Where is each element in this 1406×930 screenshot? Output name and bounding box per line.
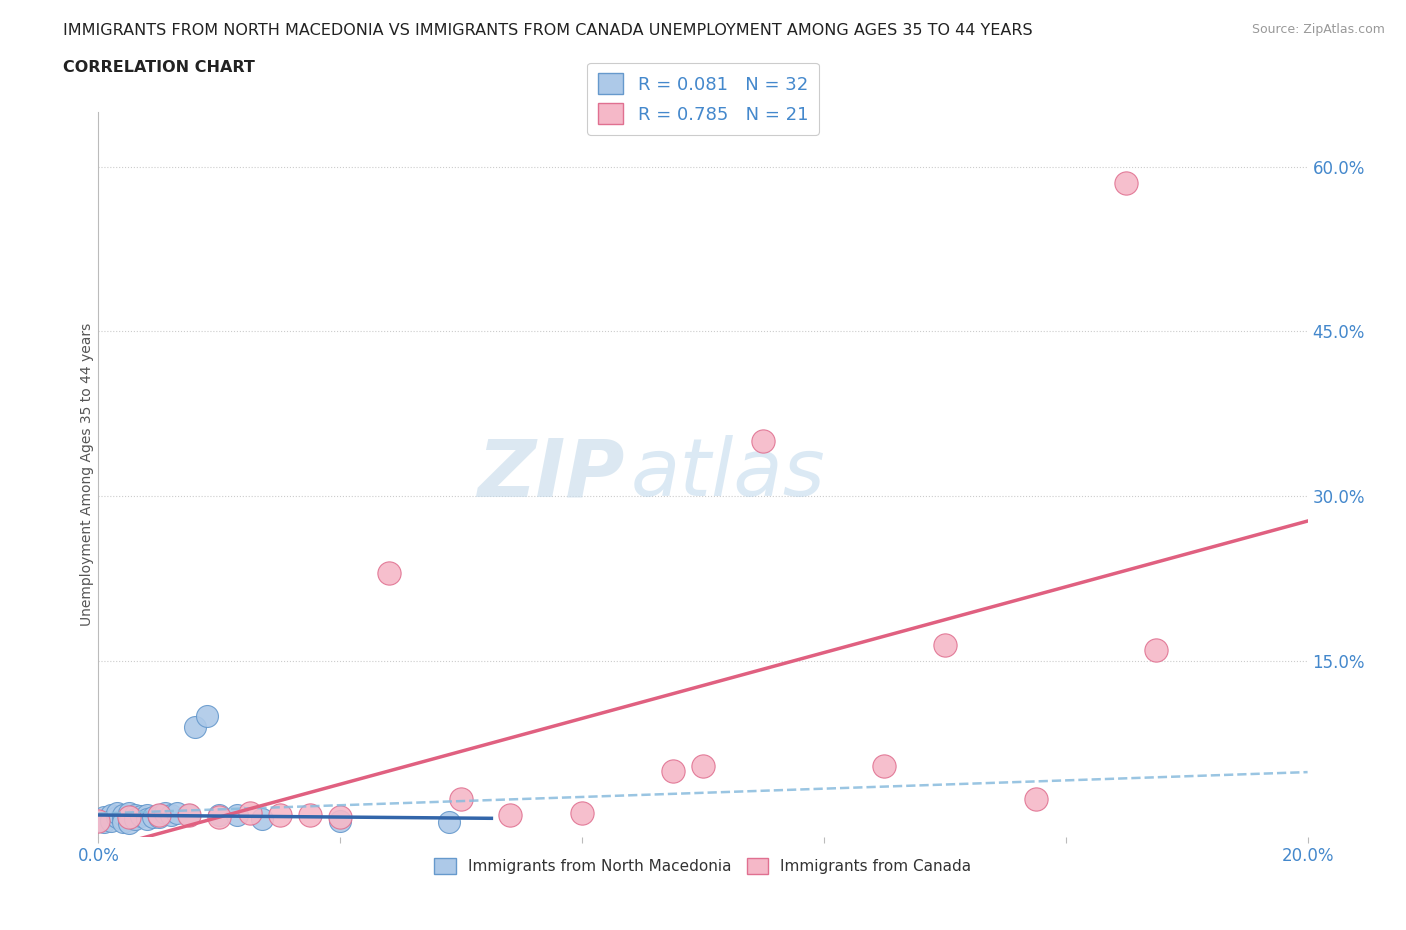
- Point: [195, 709, 218, 724]
- Point: [166, 805, 188, 820]
- Point: [153, 805, 176, 820]
- Point: [100, 813, 122, 828]
- Point: [661, 764, 683, 778]
- Point: [208, 810, 231, 825]
- Point: [100, 807, 122, 822]
- Point: [142, 810, 165, 825]
- Point: [111, 812, 134, 827]
- Point: [118, 810, 141, 825]
- Point: [148, 810, 170, 825]
- Point: [111, 814, 134, 829]
- Point: [148, 807, 170, 822]
- Point: [87, 813, 110, 828]
- Point: [135, 807, 157, 822]
- Legend: Immigrants from North Macedonia, Immigrants from Canada: Immigrants from North Macedonia, Immigra…: [429, 852, 977, 880]
- Point: [934, 637, 956, 652]
- Point: [250, 812, 273, 827]
- Point: [226, 807, 249, 822]
- Text: atlas: atlas: [630, 435, 825, 513]
- Point: [571, 805, 593, 820]
- Point: [124, 812, 146, 827]
- Point: [87, 813, 110, 828]
- Point: [148, 807, 170, 822]
- Point: [692, 758, 714, 773]
- Point: [160, 807, 183, 822]
- Point: [118, 805, 141, 820]
- Point: [269, 807, 291, 822]
- Point: [93, 814, 115, 829]
- Point: [111, 807, 134, 822]
- Text: Source: ZipAtlas.com: Source: ZipAtlas.com: [1251, 23, 1385, 36]
- Point: [184, 720, 207, 735]
- Point: [179, 807, 201, 822]
- Point: [105, 805, 128, 820]
- Point: [299, 807, 322, 822]
- Point: [118, 810, 141, 825]
- Point: [377, 565, 399, 580]
- Point: [105, 810, 128, 825]
- Point: [329, 813, 352, 828]
- Point: [239, 805, 262, 820]
- Point: [498, 807, 520, 822]
- Point: [135, 812, 157, 827]
- Y-axis label: Unemployment Among Ages 35 to 44 years: Unemployment Among Ages 35 to 44 years: [80, 323, 94, 626]
- Point: [1115, 176, 1137, 191]
- Point: [752, 434, 775, 449]
- Text: ZIP: ZIP: [477, 435, 624, 513]
- Point: [1024, 791, 1046, 806]
- Point: [118, 816, 141, 830]
- Text: IMMIGRANTS FROM NORTH MACEDONIA VS IMMIGRANTS FROM CANADA UNEMPLOYMENT AMONG AGE: IMMIGRANTS FROM NORTH MACEDONIA VS IMMIG…: [63, 23, 1033, 38]
- Point: [873, 758, 896, 773]
- Point: [437, 814, 460, 829]
- Point: [124, 807, 146, 822]
- Point: [1144, 643, 1167, 658]
- Point: [208, 807, 231, 822]
- Text: CORRELATION CHART: CORRELATION CHART: [63, 60, 254, 75]
- Point: [129, 809, 152, 824]
- Point: [93, 810, 115, 825]
- Point: [329, 810, 352, 825]
- Point: [450, 791, 472, 806]
- Point: [179, 807, 201, 822]
